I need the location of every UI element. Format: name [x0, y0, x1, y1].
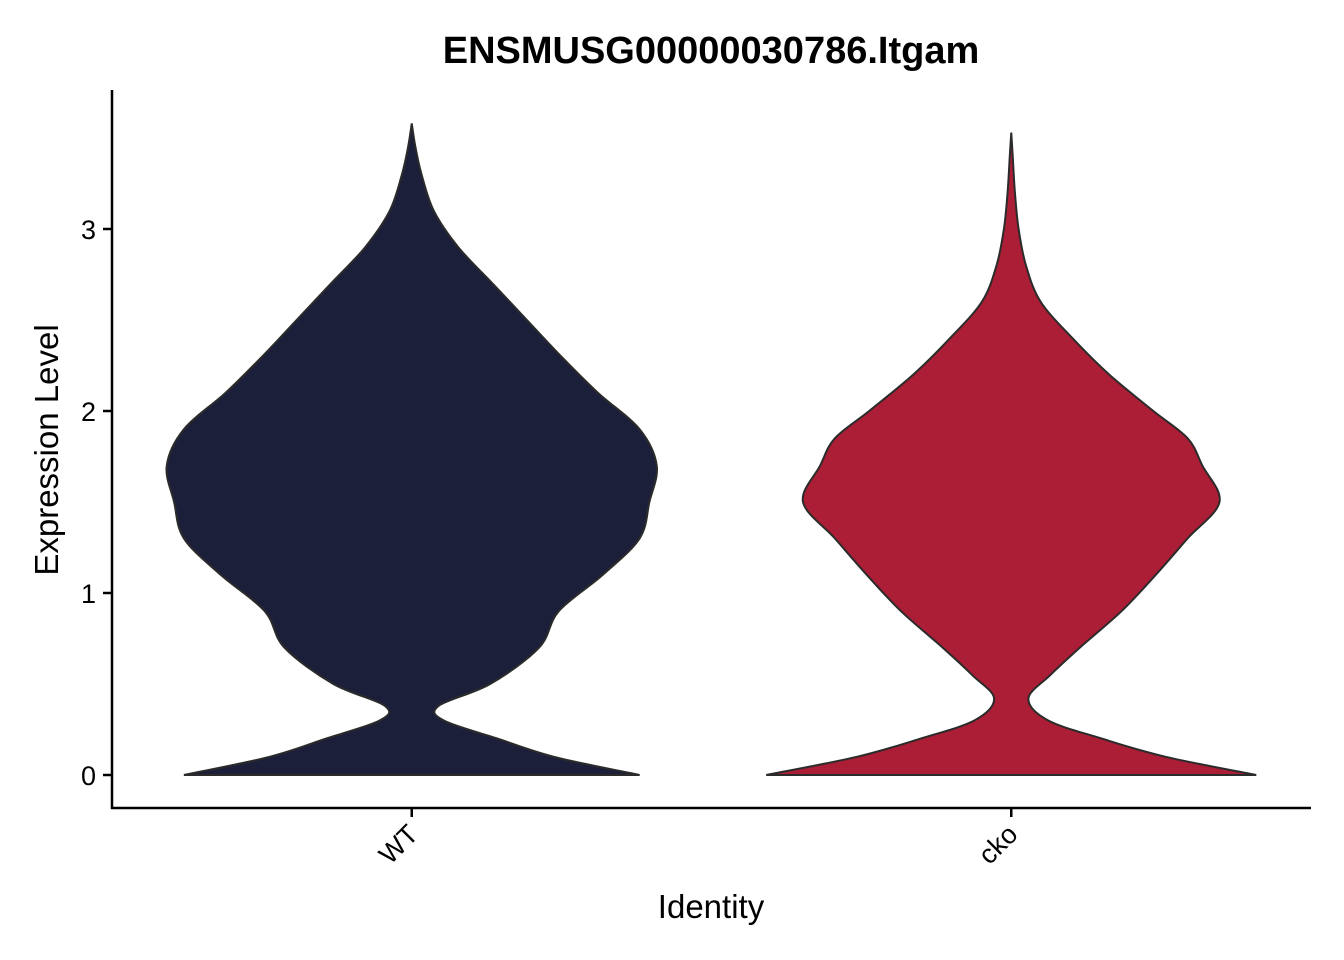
- y-tick-label: 3: [81, 215, 96, 245]
- x-tick-label-wt: WT: [373, 819, 424, 870]
- x-tick-label-cko: cko: [973, 819, 1024, 870]
- chart-title: ENSMUSG00000030786.Itgam: [443, 30, 980, 72]
- y-axis-label: Expression Level: [28, 324, 65, 575]
- x-axis-label: Identity: [658, 888, 765, 925]
- x-ticks-group: WT cko: [373, 808, 1023, 870]
- y-tick-label: 1: [81, 579, 96, 609]
- y-tick-label: 2: [81, 397, 96, 427]
- y-tick-label: 0: [81, 761, 96, 791]
- y-ticks-group: 0 1 2 3: [81, 215, 112, 791]
- violin-cko: [766, 132, 1257, 776]
- violin-wt: [165, 123, 659, 776]
- violins-group: [165, 123, 1257, 776]
